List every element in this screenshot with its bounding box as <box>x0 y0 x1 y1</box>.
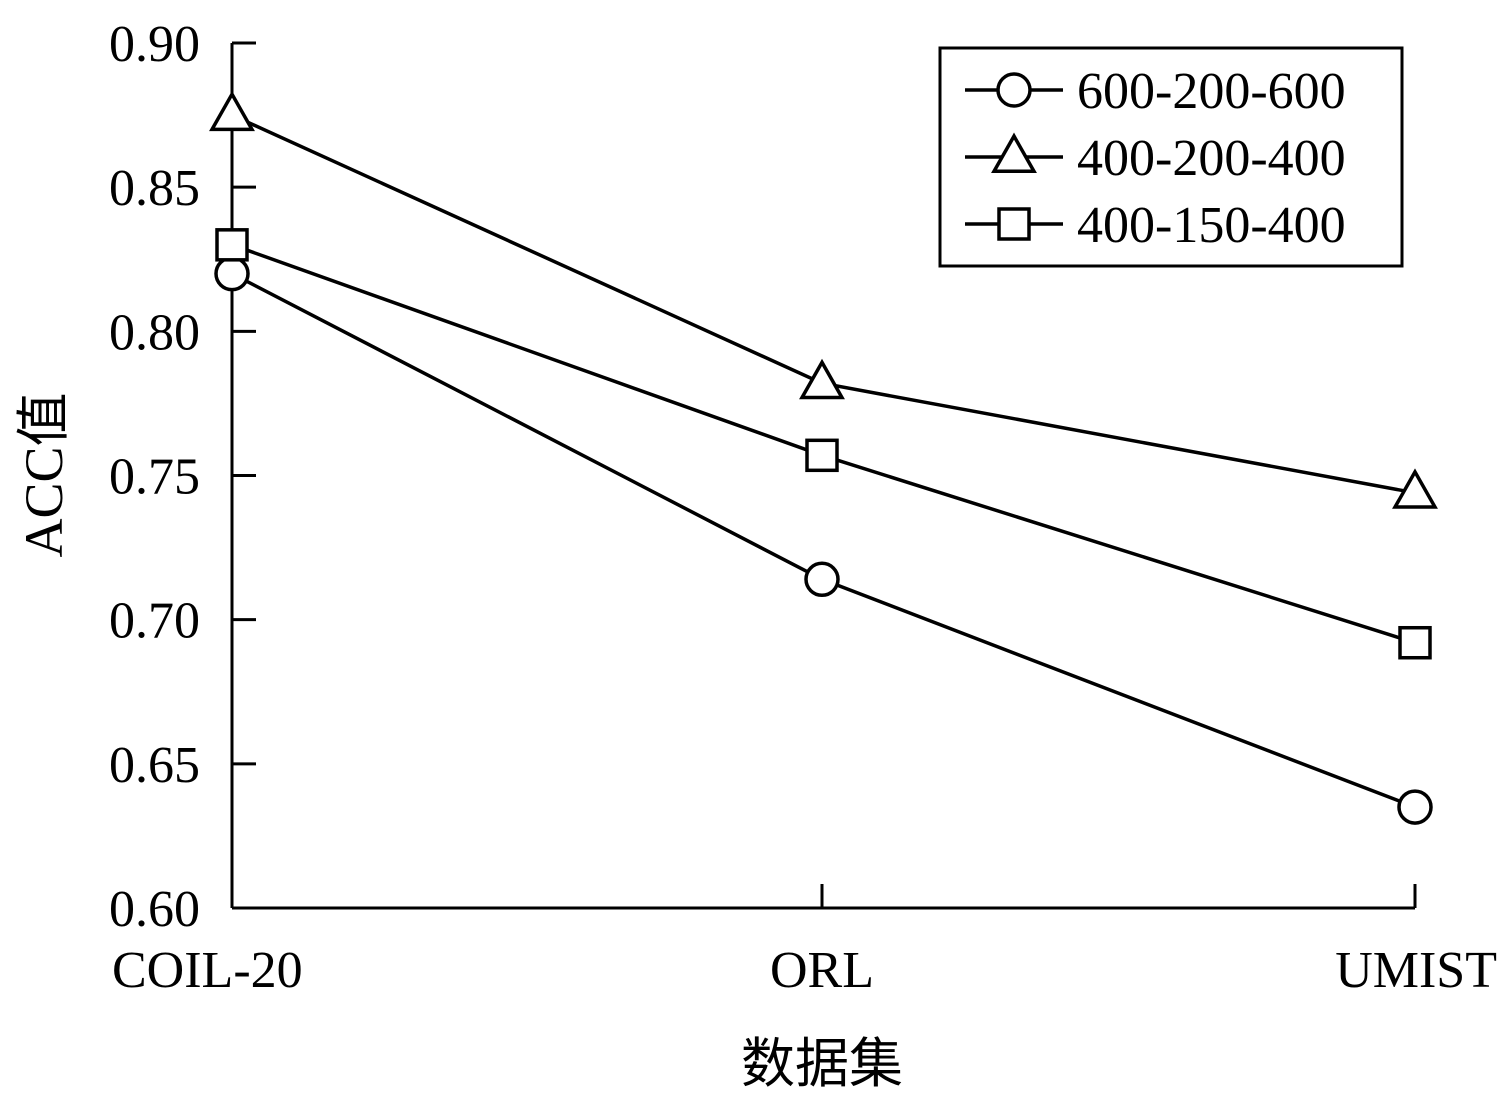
legend-label: 600-200-600 <box>1077 63 1346 120</box>
data-point-square <box>805 438 839 473</box>
series-line <box>231 272 1416 809</box>
x-tick-label: UMIST <box>1335 942 1497 999</box>
axes: 0.60 0.65 0.70 0.75 0.80 0.85 0.90 COIL-20 ORL UM… <box>109 16 1497 999</box>
legend: 600-200-600 400-200-400 400-150-400 <box>938 46 1404 268</box>
y-tick-label: 0.65 <box>109 737 200 794</box>
data-point-triangle <box>799 358 845 400</box>
y-tick-label: 0.90 <box>109 16 200 73</box>
series-circle <box>214 255 1433 825</box>
y-tick-label: 0.70 <box>109 593 200 650</box>
data-point-circle <box>214 255 250 292</box>
data-point-circle <box>804 561 840 598</box>
y-tick-label: 0.60 <box>109 881 200 938</box>
data-point-square <box>215 228 249 262</box>
legend-entry: 400-150-400 <box>965 197 1346 254</box>
data-point-triangle <box>1392 468 1438 509</box>
y-tick-label: 0.85 <box>109 160 200 217</box>
x-axis-title: 数据集 <box>741 1034 903 1094</box>
series-layer <box>209 90 1438 825</box>
x-tick-label: COIL-20 <box>112 942 303 999</box>
legend-entry: 600-200-600 <box>965 63 1346 120</box>
legend-label: 400-150-400 <box>1077 197 1346 254</box>
series-square <box>215 228 1432 660</box>
legend-label: 400-200-400 <box>1077 130 1346 187</box>
data-point-square <box>1398 625 1432 660</box>
data-point-triangle <box>209 90 255 132</box>
legend-marker-circle <box>996 72 1032 108</box>
legend-entry: 400-200-400 <box>965 130 1346 187</box>
data-point-circle <box>1397 789 1433 825</box>
series-triangle <box>209 90 1438 509</box>
y-axis-title: ACC值 <box>14 392 74 557</box>
y-tick-label: 0.80 <box>109 304 200 361</box>
x-tick-label: ORL <box>770 942 874 999</box>
legend-marker-square <box>997 207 1031 241</box>
y-tick-label: 0.75 <box>109 449 200 506</box>
legend-marker-triangle <box>991 132 1037 173</box>
